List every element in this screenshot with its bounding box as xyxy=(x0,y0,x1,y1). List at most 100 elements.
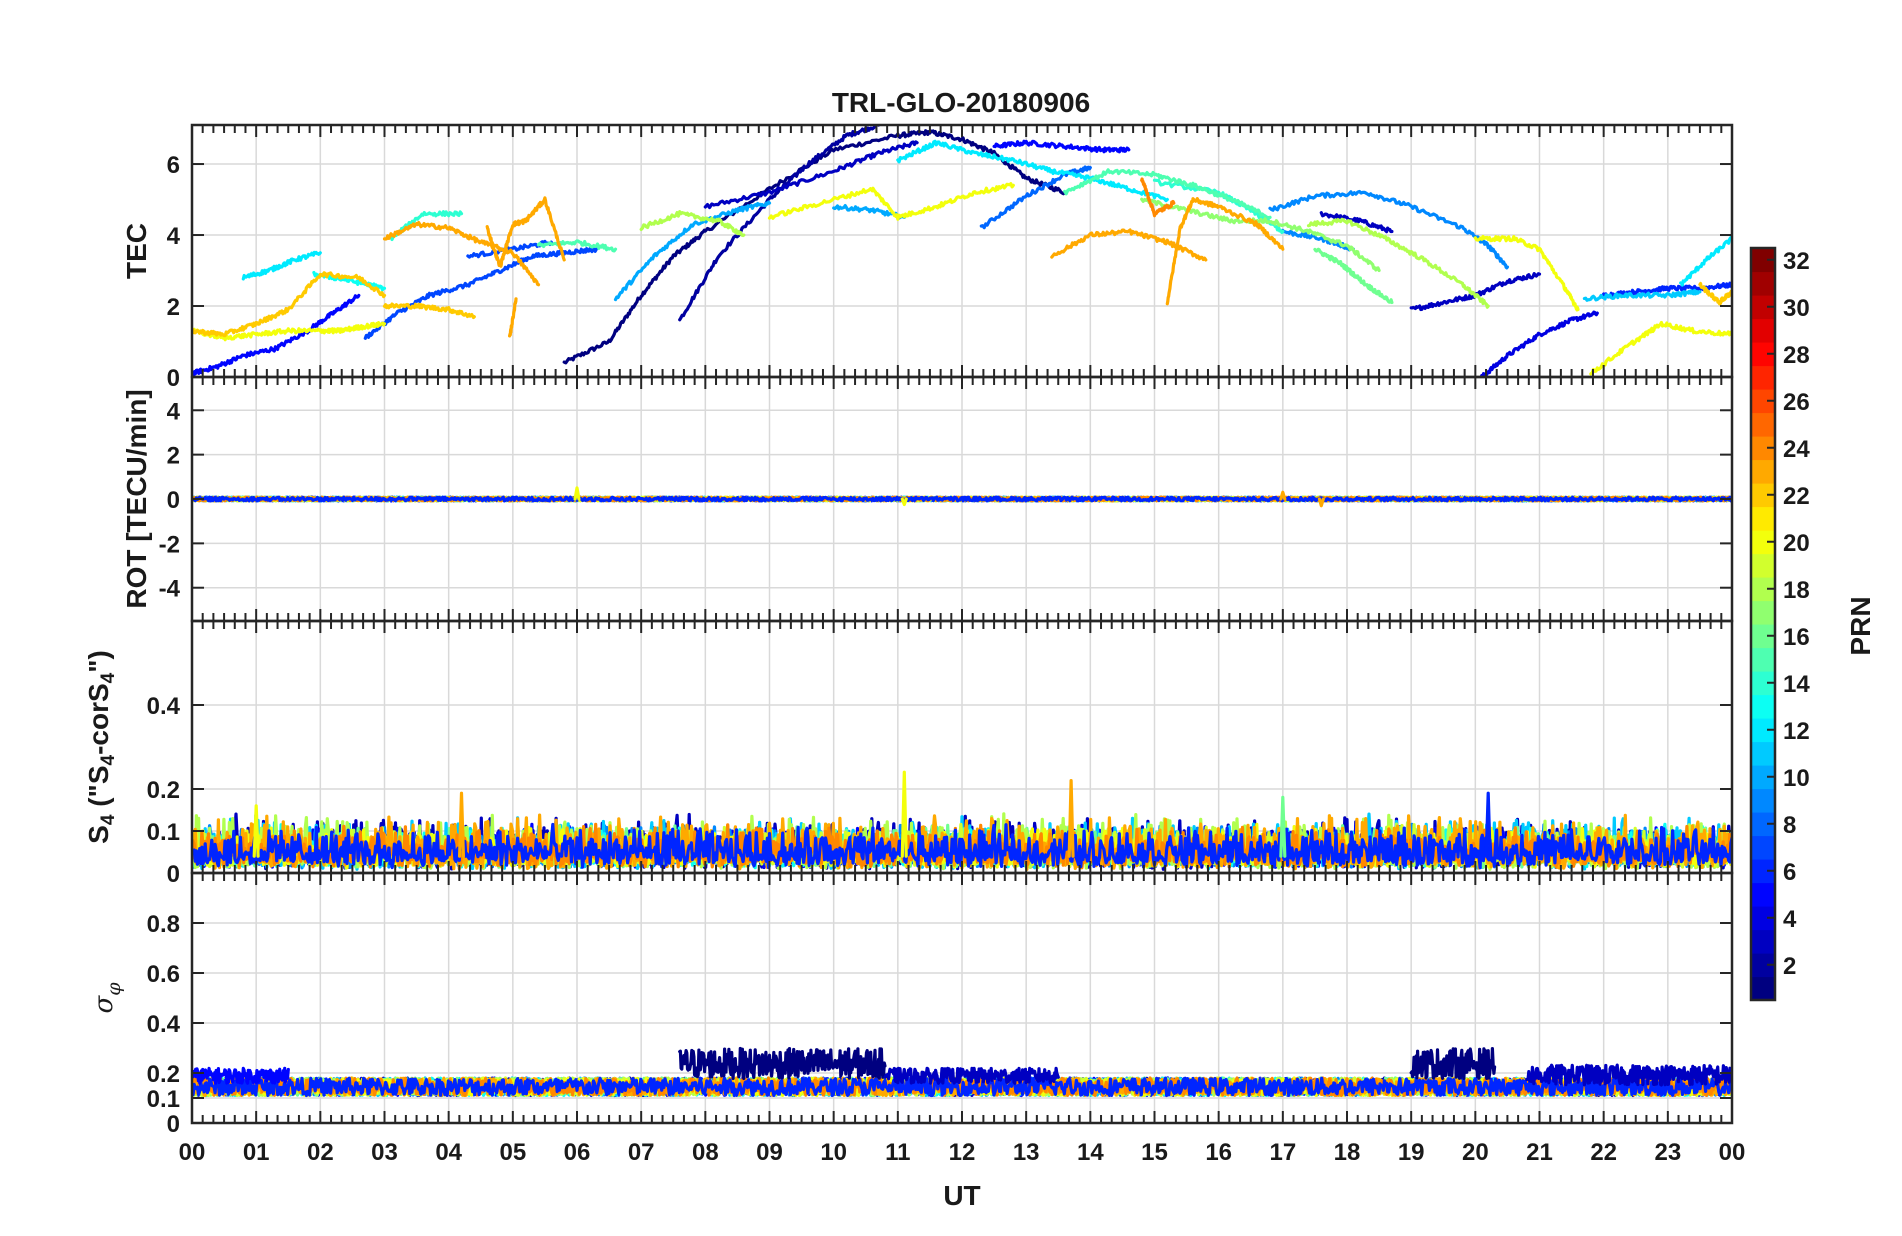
x-tick-label: 12 xyxy=(949,1139,976,1166)
tec-series-line xyxy=(1050,228,1208,262)
sigma-phi-ytick-label: 0.2 xyxy=(147,1061,180,1088)
x-axis-label: UT xyxy=(943,1180,980,1211)
sigma-phi-ytick-label: 0.8 xyxy=(147,911,180,938)
chart-title: TRL-GLO-20180906 xyxy=(832,87,1090,118)
tec-series-line xyxy=(382,221,541,287)
tec-series-line xyxy=(1313,247,1394,305)
tec-series-line xyxy=(192,321,387,342)
x-tick-label: 15 xyxy=(1141,1139,1168,1166)
colorbar-tick-label: 20 xyxy=(1783,530,1810,557)
sigma-phi-segment-line xyxy=(883,1066,1060,1085)
colorbar-tick-label: 30 xyxy=(1783,295,1810,322)
rot-peak xyxy=(900,497,908,507)
x-tick-labels: 00 01 02 03 04 05 06 07 08 09 10 11 12 13 14 15 16 17 18 19… xyxy=(179,1139,1746,1166)
x-tick-label: 04 xyxy=(435,1139,462,1166)
colorbar-tick-label: 14 xyxy=(1783,671,1810,698)
colorbar-tick-label: 10 xyxy=(1783,765,1810,792)
rot-ytick-label: 4 xyxy=(167,398,181,425)
colorbar-tick-label: 16 xyxy=(1783,624,1810,651)
colorbar-band xyxy=(1751,835,1775,860)
x-tick-label: 10 xyxy=(820,1139,847,1166)
colorbar-band xyxy=(1751,976,1775,1001)
sigma-phi-ytick-label: 0.1 xyxy=(147,1086,180,1113)
tec-series-line xyxy=(1480,310,1599,377)
sigma-phi-series-line xyxy=(192,1076,1732,1098)
s4-ytick-label: 0.4 xyxy=(147,693,181,720)
tec-series-line xyxy=(613,200,772,302)
rot-ytick-label: -4 xyxy=(159,576,181,603)
tec-series-line xyxy=(1582,288,1702,302)
colorbar-band xyxy=(1751,506,1775,531)
colorbar-label: PRN xyxy=(1845,596,1876,655)
x-tick-label: 00 xyxy=(179,1139,206,1166)
colorbar-frame xyxy=(1749,246,1777,1002)
x-tick-label: 21 xyxy=(1526,1139,1553,1166)
colorbar-band xyxy=(1751,741,1775,766)
x-tick-label: 06 xyxy=(564,1139,591,1166)
x-tick-label: 13 xyxy=(1013,1139,1040,1166)
tec-series-line xyxy=(192,271,387,338)
tec-ytick-label: 4 xyxy=(167,223,181,250)
tec-series-line xyxy=(562,129,1067,365)
rot-series-line xyxy=(192,495,1732,503)
tec-series-line xyxy=(1319,211,1394,234)
x-tick-label: 17 xyxy=(1269,1139,1296,1166)
x-tick-label: 14 xyxy=(1077,1139,1104,1166)
tec-series-line xyxy=(485,196,566,268)
x-tick-label: 03 xyxy=(371,1139,398,1166)
s4-ylabel: S4 ("S4-corS4") xyxy=(83,650,119,844)
tec-series-line xyxy=(1063,168,1272,220)
rot-ytick-label: 0 xyxy=(167,487,180,514)
x-tick-label: 09 xyxy=(756,1139,783,1166)
tec-series-line xyxy=(241,250,322,281)
s4-peak xyxy=(1279,795,1287,858)
tec-series-line xyxy=(1281,228,1355,252)
rot-ticks: -4 -2 0 2 4 xyxy=(159,377,1733,621)
s4-ytick-label: 0 xyxy=(167,861,180,888)
sigma-phi-ticks: 00.10.2 0.4 0.6 0.8 xyxy=(147,873,1733,1138)
colorbar-tick-label: 28 xyxy=(1783,342,1810,369)
colorbar-band xyxy=(1751,929,1775,954)
tec-series-line xyxy=(192,293,361,377)
colorbar-band xyxy=(1751,459,1775,484)
tec-series-line xyxy=(979,165,1092,230)
tec-series-line xyxy=(703,140,919,210)
sigma-phi-segment-line xyxy=(1409,1047,1497,1080)
colorbar-tick-label: 4 xyxy=(1783,906,1797,933)
colorbar-tick-label: 26 xyxy=(1783,389,1810,416)
rot-ytick-label: 2 xyxy=(167,443,180,470)
sigma-phi-segment-line xyxy=(678,1046,887,1081)
x-tick-label: 02 xyxy=(307,1139,334,1166)
s4-peak xyxy=(252,804,260,858)
tec-series-line xyxy=(1679,235,1732,287)
colorbar-band xyxy=(1751,412,1775,437)
tec-series-line xyxy=(639,210,746,238)
colorbar-tick-label: 6 xyxy=(1783,859,1796,886)
x-tick-label: 16 xyxy=(1205,1139,1232,1166)
x-tick-label: 08 xyxy=(692,1139,719,1166)
colorbar-band xyxy=(1751,882,1775,907)
tec-series-line xyxy=(389,210,464,242)
tec-series-line xyxy=(1165,197,1285,306)
tec-series-line xyxy=(1698,281,1732,306)
x-tick-label: 01 xyxy=(243,1139,270,1166)
tec-series-line xyxy=(1306,217,1490,309)
x-tick-label: 19 xyxy=(1398,1139,1425,1166)
colorbar-band xyxy=(1751,600,1775,625)
tec-series-line xyxy=(1268,189,1509,270)
tec-ylabel: TEC xyxy=(121,223,152,279)
colorbar-band xyxy=(1751,553,1775,578)
s4-panel: 0 0.1 0.2 0.4 S4 ("S4-corS4") xyxy=(83,619,1734,888)
sigma-phi-ytick-label: 0 xyxy=(167,1111,180,1138)
tec-series-line xyxy=(992,139,1131,154)
sigma-phi-segment-line xyxy=(192,1066,290,1085)
colorbar-tick-label: 22 xyxy=(1783,483,1810,510)
s4-ytick-label: 0.2 xyxy=(147,777,180,804)
rot-series xyxy=(192,486,1732,508)
s4-peak xyxy=(458,791,465,858)
tec-series-line xyxy=(767,182,1015,221)
tec-series-line xyxy=(1140,177,1176,218)
colorbar-bands xyxy=(1751,248,1775,1001)
